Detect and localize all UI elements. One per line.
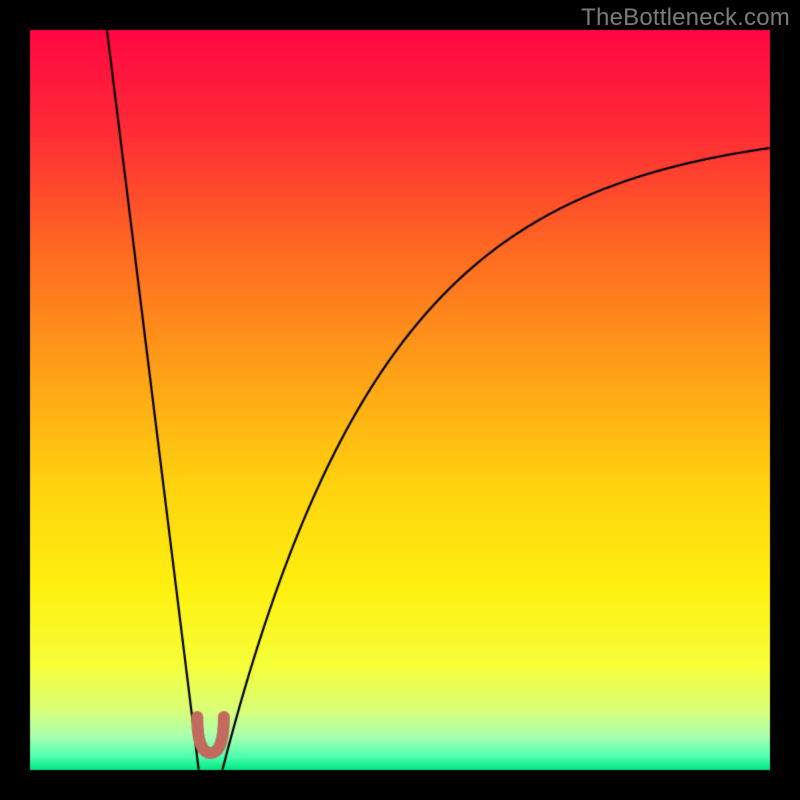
- chart-stage: TheBottleneck.com: [0, 0, 800, 800]
- bottleneck-curve-layer: [0, 0, 800, 800]
